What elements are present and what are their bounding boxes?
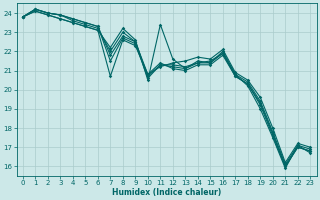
X-axis label: Humidex (Indice chaleur): Humidex (Indice chaleur) [112,188,221,197]
